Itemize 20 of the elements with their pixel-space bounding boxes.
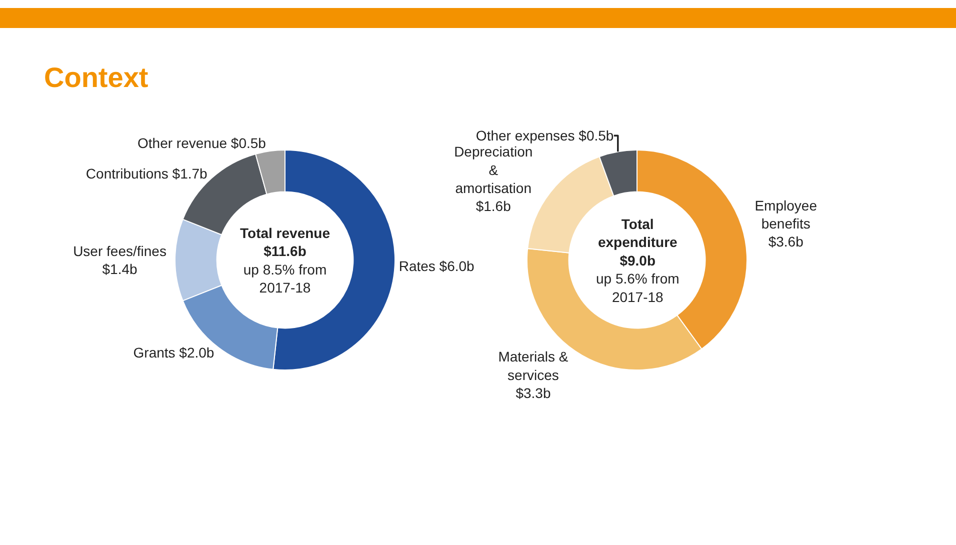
slice-label: Other revenue $0.5b: [138, 135, 266, 152]
slice-label: Contributions $1.7b: [86, 166, 208, 182]
text: up 5.6% from 2017-18: [596, 270, 680, 305]
slice-label: Depreciation & amortisation: [454, 144, 533, 196]
data-label: $3.6b: [768, 234, 804, 250]
text: Total expenditure: [598, 216, 678, 250]
data-label: $1.6b: [476, 198, 512, 214]
slice-label: Employee benefits: [754, 197, 818, 232]
text: $11.6b: [264, 243, 306, 260]
text: Total revenue: [240, 225, 330, 241]
slice-label: Other expenses $0.5b: [476, 128, 614, 144]
chart-title: Context: [44, 62, 148, 94]
data-label: $1.4b: [102, 261, 138, 278]
data-label: $3.3b: [516, 385, 551, 402]
text: $9.0b: [620, 252, 656, 268]
slice-label: Rates $6.0b: [398, 258, 475, 274]
text: up 8.5% from 2017-18: [243, 261, 327, 296]
slice-label: Grants $2.0b: [133, 344, 214, 361]
slice-label: Materials & services: [498, 348, 569, 383]
slice-label: User fees/fines: [73, 242, 166, 259]
